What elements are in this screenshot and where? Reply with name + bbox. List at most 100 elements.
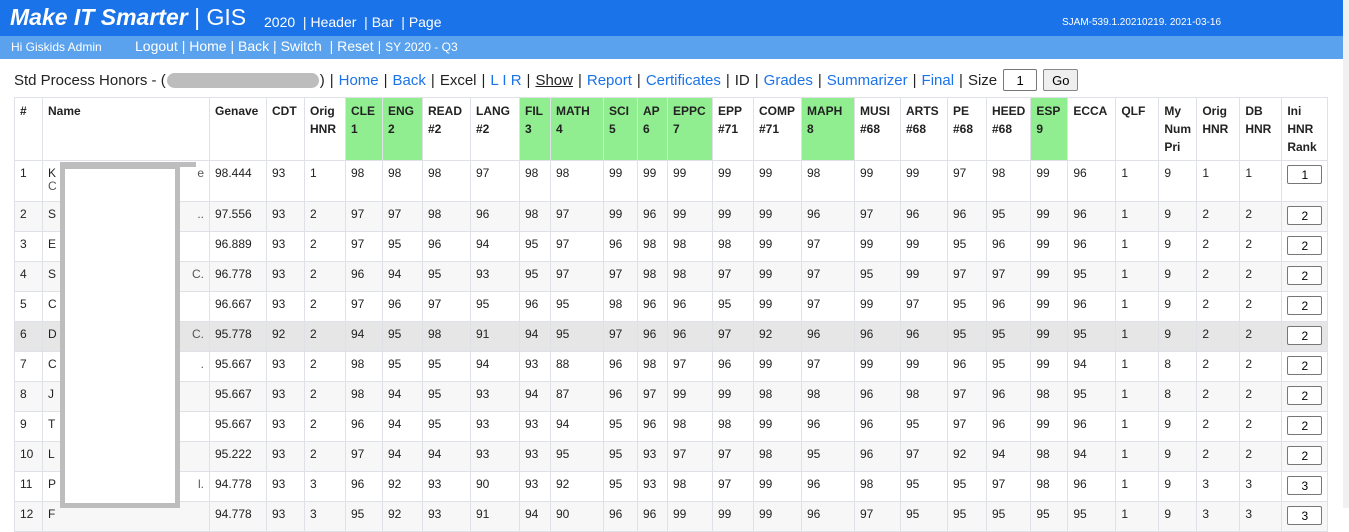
- value-cell: 1: [1115, 160, 1160, 202]
- col-header-label: EPP #71: [718, 104, 742, 136]
- value-cell: 93: [422, 471, 471, 502]
- brand-title[interactable]: Make IT Smarter | GIS: [10, 4, 246, 31]
- value-cell: 95: [947, 291, 987, 322]
- table-row[interactable]: 10 L 95.222 93 2 97 94 94 93 93 95 95 93 97 97 98 95 96 97…: [14, 441, 1329, 472]
- value-cell: 97: [801, 231, 855, 262]
- row-number-cell: 3: [14, 231, 43, 262]
- toolbar-link-id[interactable]: ID: [734, 71, 750, 89]
- toolbar-link-final[interactable]: Final: [921, 71, 955, 89]
- value-cell: 96: [1067, 471, 1117, 502]
- toolbar-link-certificates[interactable]: Certificates: [645, 71, 721, 89]
- rank-input[interactable]: [1287, 266, 1323, 285]
- table-row[interactable]: 3 E 96.889 93 2 97 95 96 94 95 97 96 98 98 98 99 97 99 99 9…: [14, 231, 1329, 262]
- rank-input[interactable]: [1287, 296, 1323, 315]
- value-cell: 98: [667, 231, 713, 262]
- value-cell: 93: [266, 231, 305, 262]
- table-row[interactable]: 2 S.. 97.556 93 2 97 97 98 96 98 97 99 96 99 99 99 96 97 9…: [14, 201, 1329, 232]
- menu-bar[interactable]: Bar: [371, 14, 394, 30]
- col-header-label: MATH: [556, 104, 590, 118]
- value-cell: 94: [1067, 441, 1117, 472]
- value-cell: 95: [1067, 381, 1117, 412]
- col-header-comp-71: COMP #71: [753, 97, 802, 161]
- home-link[interactable]: Home: [189, 38, 227, 54]
- value-cell: 99: [712, 201, 754, 232]
- rank-input[interactable]: [1287, 326, 1323, 345]
- size-input[interactable]: [1003, 69, 1038, 91]
- value-cell: 92: [550, 471, 604, 502]
- logout-link[interactable]: Logout: [135, 38, 178, 54]
- value-cell: 95: [947, 501, 987, 532]
- value-cell: 99: [603, 160, 638, 202]
- value-cell: 2: [1196, 291, 1241, 322]
- toolbar-link-report[interactable]: Report: [586, 71, 632, 89]
- value-cell: 92: [382, 471, 423, 502]
- value-cell: 9: [1158, 441, 1198, 472]
- back-link[interactable]: Back: [238, 38, 270, 54]
- table-row[interactable]: 12 F 94.778 93 3 95 92 93 91 94 90 96 96 99 99 99 96 97 95…: [14, 501, 1329, 532]
- table-row[interactable]: 7 C. 95.667 93 2 98 95 95 94 93 88 96 98 97 96 99 97 99 99…: [14, 351, 1329, 382]
- table-row[interactable]: 8 J 95.667 93 2 98 94 95 93 94 87 96 97 99 99 98 98 96 98 9…: [14, 381, 1329, 412]
- row-number-cell: 10: [14, 441, 43, 472]
- toolbar-link-excel[interactable]: Excel: [439, 71, 477, 89]
- toolbar-link-l-i-r[interactable]: L I R: [490, 71, 522, 89]
- value-cell: 98: [345, 381, 383, 412]
- value-cell: 93: [266, 291, 305, 322]
- col-header-label: ARTS #68: [906, 104, 939, 136]
- value-cell: 94: [345, 321, 383, 352]
- value-cell: 2: [304, 351, 346, 382]
- col-header-label: #: [20, 104, 27, 118]
- vertical-scrollbar[interactable]: [1343, 0, 1349, 508]
- rank-input[interactable]: [1287, 506, 1323, 525]
- toolbar-link-show[interactable]: Show: [535, 71, 573, 89]
- student-name-suffix: ..: [197, 207, 204, 221]
- value-cell: 1: [1115, 231, 1160, 262]
- rank-input[interactable]: [1287, 236, 1323, 255]
- value-cell: 98: [900, 381, 948, 412]
- toolbar-link-summarizer[interactable]: Summarizer: [826, 71, 908, 89]
- value-cell: 91: [470, 501, 520, 532]
- col-header-label: HEED #68: [992, 104, 1026, 136]
- toolbar-link-home[interactable]: Home: [338, 71, 379, 89]
- value-cell: 99: [712, 381, 754, 412]
- col-header-number: 3: [525, 122, 532, 136]
- rank-input[interactable]: [1287, 356, 1323, 375]
- value-cell: 99: [712, 501, 754, 532]
- toolbar-link-back[interactable]: Back: [392, 71, 426, 89]
- table-row[interactable]: 5 C 96.667 93 2 97 96 97 95 96 95 98 96 96 95 99 97 99 97 9…: [14, 291, 1329, 322]
- col-header-label: QLF: [1121, 104, 1146, 118]
- menu-header[interactable]: Header: [310, 14, 357, 30]
- col-header-number: 9: [1036, 122, 1044, 136]
- value-cell: 96: [712, 351, 754, 382]
- col-header-pe-68: PE #68: [947, 97, 987, 161]
- value-cell: 92: [382, 501, 423, 532]
- value-cell: 94: [519, 381, 551, 412]
- rank-input[interactable]: [1287, 206, 1323, 225]
- go-button[interactable]: Go: [1043, 69, 1079, 91]
- table-row[interactable]: 6 D C. 95.778 92 2 94 95 98 91 94 95 97 96 96 97 92 96 96 9…: [14, 321, 1329, 352]
- value-cell: 3: [304, 471, 346, 502]
- value-cell: 99: [753, 291, 802, 322]
- value-cell: 95.667: [209, 411, 267, 442]
- rank-input[interactable]: [1287, 446, 1323, 465]
- switch-link[interactable]: Switch: [280, 38, 322, 54]
- value-cell: 97: [801, 351, 855, 382]
- reset-link[interactable]: Reset: [337, 38, 374, 54]
- value-cell: 95.667: [209, 381, 267, 412]
- value-cell: 95: [422, 351, 471, 382]
- table-row[interactable]: 9 T 95.667 93 2 96 94 95 93 93 94 95 96 98 98 99 96 96 95 9…: [14, 411, 1329, 442]
- value-cell: 94: [1067, 351, 1117, 382]
- student-name-fragment: C: [48, 357, 57, 371]
- rank-input[interactable]: [1287, 416, 1323, 435]
- rank-input[interactable]: [1287, 386, 1323, 405]
- brand-separator: |: [194, 4, 201, 30]
- menu-page[interactable]: Page: [408, 14, 442, 30]
- rank-input[interactable]: [1287, 165, 1323, 184]
- table-row[interactable]: 4 S C. 96.778 93 2 96 94 95 93 95 97 97 98 98 97 99 97 95 9…: [14, 261, 1329, 292]
- toolbar-link-grades[interactable]: Grades: [763, 71, 813, 89]
- value-cell: 94.778: [209, 501, 267, 532]
- rank-input[interactable]: [1287, 476, 1323, 495]
- value-cell: 93: [637, 471, 668, 502]
- value-cell: 9: [1158, 201, 1198, 232]
